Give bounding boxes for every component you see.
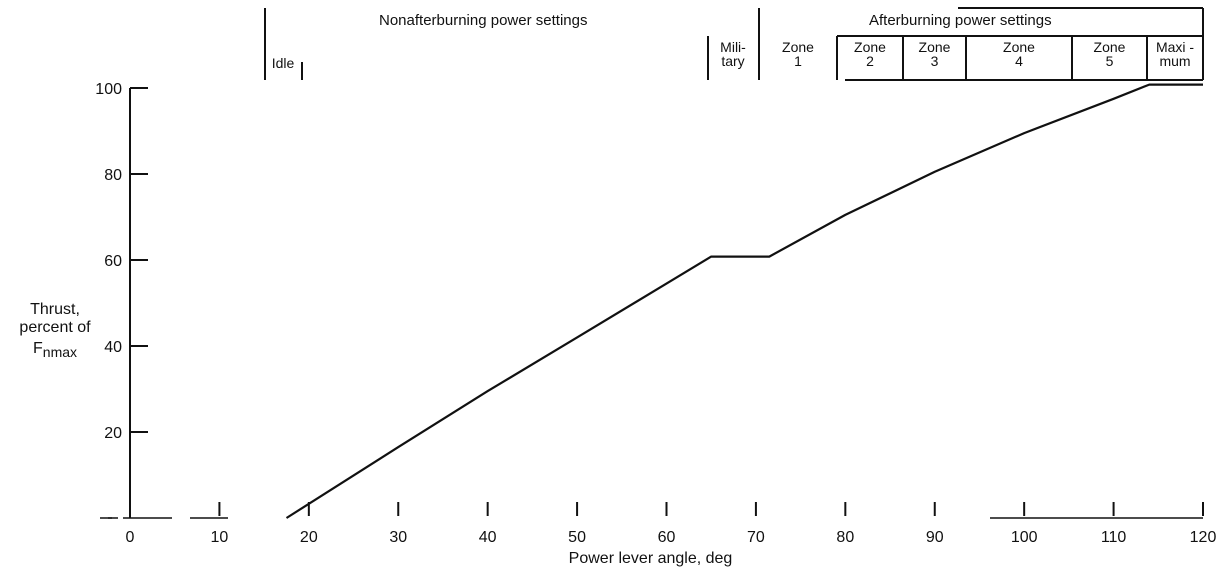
power-setting-label-line-1: Zone	[1003, 39, 1035, 55]
x-tick-label: 40	[479, 529, 497, 546]
x-tick-label: 110	[1101, 529, 1127, 546]
x-tick-label: 30	[389, 529, 407, 546]
power-setting-label-line-2: tary	[721, 53, 745, 69]
y-tick-label: 20	[104, 425, 122, 442]
power-setting-label-line-1: Maxi -	[1155, 39, 1195, 55]
power-setting-label: Zone 5	[1073, 40, 1146, 68]
power-setting-label: Zone 4	[967, 40, 1071, 68]
y-axis-label-max: max	[50, 344, 78, 360]
power-setting-label-line-1: Zone	[854, 39, 886, 55]
header-nonafterburning: Nonafterburning power settings	[379, 12, 588, 29]
power-setting-label-line-1: Idle	[271, 55, 295, 71]
power-setting-label-line-1: Zone	[918, 39, 951, 55]
x-tick-label: 100	[1011, 529, 1038, 546]
thrust-curve	[285, 83, 1203, 519]
power-setting-label: Zone 1	[760, 40, 836, 68]
power-setting-label-line-1: Mili-	[720, 39, 746, 55]
power-setting-label: Zone 2	[838, 40, 902, 68]
y-tick-label: 60	[104, 253, 122, 270]
y-axis-label-symbol: Fnmax	[14, 340, 96, 361]
x-tick-label: 70	[747, 529, 765, 546]
power-setting-label-line-2: 1	[794, 53, 802, 69]
x-tick-label: 10	[211, 529, 229, 546]
power-setting-label-line-2: 2	[866, 53, 874, 69]
power-setting-label: Idle	[266, 56, 300, 70]
power-setting-label-line-1: Zone	[782, 39, 814, 55]
x-tick-label: 80	[836, 529, 854, 546]
y-tick-label: 80	[104, 167, 122, 184]
power-setting-label-line-1: Zone	[1093, 39, 1126, 55]
y-tick-label: 40	[104, 339, 122, 356]
y-axis-label-line-2: percent of	[19, 319, 91, 336]
axes	[100, 88, 1203, 519]
y-axis-label: Thrust, percent of Fnmax	[14, 301, 96, 361]
tick-labels: 20 40 60 80 100 0 10 20 30 40 50 60 70 80 90 100 110 120	[95, 81, 1216, 546]
x-tick-label: 50	[568, 529, 586, 546]
power-setting-label-line-2: 5	[1105, 53, 1114, 69]
power-setting-label: Maxi - mum	[1148, 40, 1202, 68]
header-afterburning: Afterburning power settings	[869, 12, 1052, 29]
x-tick-label: 90	[926, 529, 944, 546]
power-setting-label: Mili-tary	[708, 40, 758, 68]
x-tick-label: 0	[126, 529, 135, 546]
y-tick-label: 100	[95, 81, 122, 98]
y-axis-label-f: F	[32, 340, 43, 357]
x-axis-label: Power lever angle, deg	[568, 550, 733, 567]
tick-marks	[130, 87, 1204, 516]
y-axis-label-line-1: Thrust,	[30, 301, 80, 318]
power-setting-label-line-2: 3	[930, 53, 939, 69]
power-setting-label-line-2: 4	[1015, 53, 1023, 69]
y-axis-label-n: n	[42, 344, 51, 360]
power-settings-band	[264, 7, 1204, 81]
x-tick-label: 60	[658, 529, 676, 546]
power-setting-label-line-2: mum	[1159, 53, 1191, 69]
plot-area	[285, 83, 1203, 519]
x-tick-label: 20	[300, 529, 318, 546]
x-tick-label: 120	[1190, 529, 1217, 546]
power-setting-label: Zone 3	[904, 40, 965, 68]
